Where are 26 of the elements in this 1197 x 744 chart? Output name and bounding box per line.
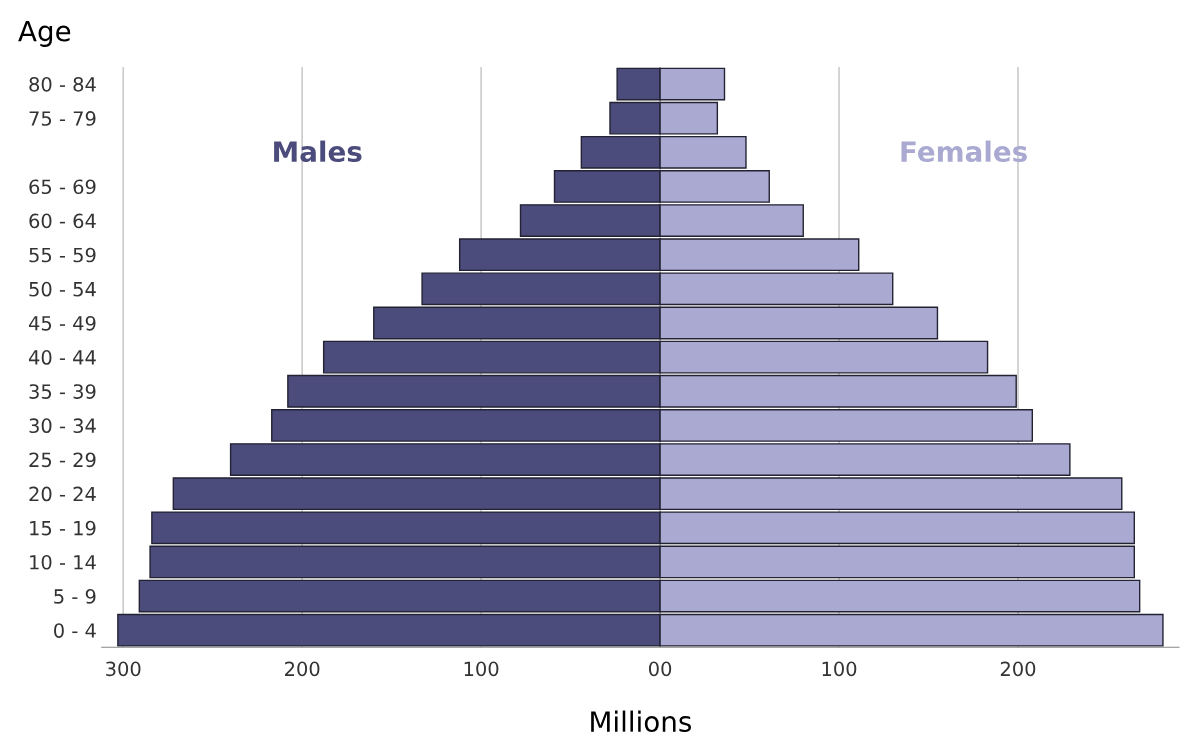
y-tick-label: 80 - 84 — [29, 76, 96, 92]
x-tick-label: 100 — [464, 661, 499, 677]
x-tick-label: 200 — [1000, 661, 1036, 677]
y-tick-label: 35 - 39 — [29, 384, 96, 399]
x-tick-label: 100 — [822, 661, 857, 677]
y-tick-label: 10 - 14 — [30, 554, 96, 570]
text: Females — [901, 140, 1027, 163]
y-tick-label: 45 - 49 — [28, 315, 96, 331]
x-tick-label: 300 — [106, 661, 141, 677]
y-tick-label: 15 - 19 — [30, 520, 96, 536]
y-tick-label: 30 - 34 — [29, 418, 96, 434]
x-tick-label: 200 — [285, 661, 320, 677]
y-tick-label: 25 - 29 — [29, 452, 96, 468]
y-tick-label: 5 - 9 — [54, 589, 96, 604]
text: Males — [274, 140, 362, 163]
y-tick-label: 50 - 54 — [29, 281, 96, 297]
x-tick-label: 00 — [648, 661, 672, 677]
y-tick-label: 0 - 4 — [54, 623, 96, 638]
y-tick-label: 75 - 79 — [29, 111, 96, 126]
y-tick-label: 55 - 59 — [29, 247, 96, 263]
y-tick-label: 60 - 64 — [29, 213, 96, 229]
y-axis-title: Age — [18, 20, 71, 47]
y-tick-label: 40 - 44 — [28, 350, 96, 365]
y-tick-label: 20 - 24 — [29, 486, 96, 502]
y-tick-label: 65 - 69 — [29, 179, 96, 195]
x-axis-title: Millions — [591, 710, 691, 733]
